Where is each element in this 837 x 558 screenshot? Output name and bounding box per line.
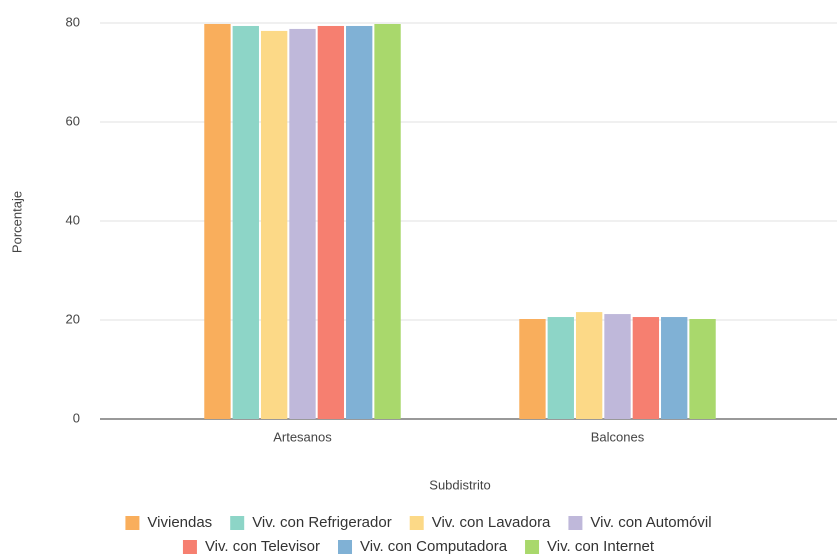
- legend-swatch: [182, 540, 197, 554]
- bar: [689, 319, 716, 419]
- bar: [260, 30, 288, 419]
- bar: [604, 314, 631, 419]
- bar: [317, 25, 345, 419]
- bar: [632, 317, 660, 419]
- x-tick-label: Artesanos: [273, 429, 332, 444]
- x-tick-label: Balcones: [591, 429, 645, 444]
- legend-label: Viv. con Automóvil: [590, 514, 711, 531]
- x-axis-title: Subdistrito: [429, 477, 490, 492]
- bar: [232, 25, 259, 419]
- bar: [289, 28, 316, 419]
- legend-label: Viv. con Lavadora: [432, 514, 551, 531]
- legend-label: Viviendas: [147, 514, 212, 531]
- legend-swatch: [230, 516, 245, 530]
- legend-label: Viv. con Televisor: [205, 538, 320, 555]
- bar: [661, 317, 688, 419]
- y-tick-label: 40: [66, 212, 80, 227]
- legend-swatch: [525, 540, 540, 554]
- y-tick-label: 60: [66, 113, 80, 128]
- bar: [575, 312, 603, 419]
- bar: [204, 23, 231, 420]
- legend-label: Viv. con Internet: [547, 538, 655, 555]
- bar: [519, 319, 546, 419]
- legend-row: Viv. con Televisor Viv. con Computadora Vi…: [182, 538, 655, 555]
- legend-swatch: [568, 516, 583, 530]
- legend-swatch: [338, 540, 353, 554]
- legend-label: Viv. con Refrigerador: [252, 514, 392, 531]
- legend-swatch: [409, 516, 424, 530]
- bar: [374, 23, 401, 420]
- bar: [547, 317, 574, 419]
- bar: [346, 25, 373, 419]
- legend-row: Viviendas Viv. con Refrigerador Viv. con L…: [125, 514, 712, 531]
- y-axis-title: Porcentaje: [9, 191, 24, 253]
- y-tick-label: 0: [73, 410, 80, 425]
- legend-swatch: [125, 516, 140, 530]
- y-tick-label: 80: [66, 14, 80, 29]
- y-tick-label: 20: [66, 311, 80, 326]
- legend-label: Viv. con Computadora: [360, 538, 508, 555]
